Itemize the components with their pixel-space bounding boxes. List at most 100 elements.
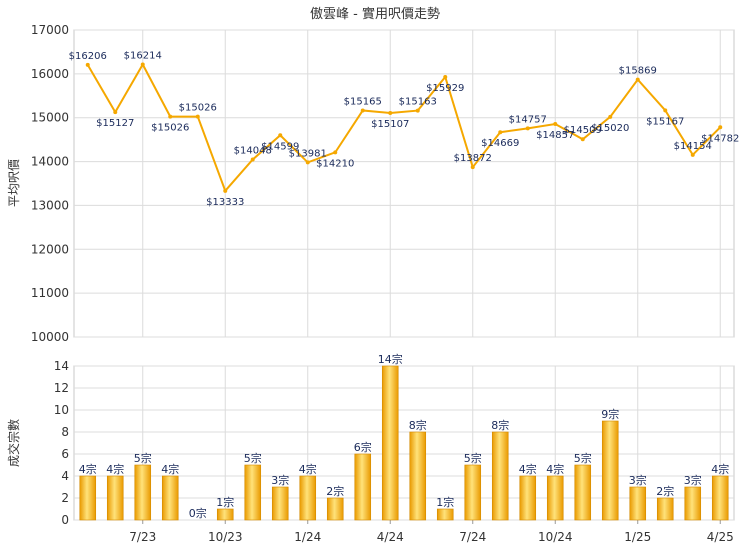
volume-y-tick-label: 8 [61, 425, 69, 439]
price-point-label: $15929 [426, 83, 464, 94]
price-point [333, 150, 338, 155]
volume-bar-label: 3宗 [271, 473, 289, 487]
volume-bar-label: 4宗 [79, 462, 97, 476]
price-point-label: $14509 [564, 125, 602, 136]
volume-bar [601, 420, 619, 521]
volume-bar [271, 486, 289, 521]
volume-bar-label: 1宗 [436, 495, 454, 509]
x-tick-label: 1/24 [294, 530, 321, 544]
volume-bar [464, 464, 482, 521]
price-point [415, 108, 420, 113]
price-point-label: $15163 [399, 97, 437, 108]
price-point-label: $14857 [536, 130, 574, 141]
volume-y-tick-label: 6 [61, 447, 69, 461]
volume-bar [106, 475, 124, 521]
price-point-label: $13333 [206, 197, 244, 208]
volume-bar [381, 365, 399, 521]
price-point-label: $15869 [619, 66, 657, 77]
x-tick-label: 10/23 [208, 530, 243, 544]
price-point-label: $15165 [344, 96, 382, 107]
volume-y-axis-label: 成交宗數 [6, 419, 21, 467]
price-point [250, 157, 255, 162]
volume-bar-label: 4宗 [299, 462, 317, 476]
volume-bar [244, 464, 262, 521]
volume-bar-label: 8宗 [409, 418, 427, 432]
price-point-label: $16206 [69, 51, 107, 62]
price-point-label: $14669 [481, 138, 519, 149]
volume-bar-label: 5宗 [134, 451, 152, 465]
volume-y-tick-label: 0 [61, 513, 69, 527]
price-point-label: $14599 [261, 141, 299, 152]
volume-bar [629, 486, 647, 521]
volume-bar-label: 5宗 [464, 451, 482, 465]
price-series-line [86, 62, 721, 193]
price-point-label: $15020 [591, 123, 629, 134]
volume-bar-label: 4宗 [519, 462, 537, 476]
volume-bar-label: 3宗 [684, 473, 702, 487]
price-y-tick-label: 16000 [31, 67, 69, 81]
price-point [580, 137, 585, 142]
price-point [113, 110, 118, 115]
price-point-label: $14210 [316, 158, 354, 169]
volume-bar [491, 431, 509, 521]
price-point [168, 114, 173, 119]
volume-bar [546, 475, 564, 521]
volume-bar-label: 2宗 [326, 484, 344, 498]
volume-bar [436, 508, 454, 521]
price-point [663, 108, 668, 113]
price-y-tick-label: 15000 [31, 111, 69, 125]
volume-bar-label: 4宗 [106, 462, 124, 476]
price-point [195, 114, 200, 119]
price-point [690, 152, 695, 157]
volume-bar-label: 9宗 [601, 407, 619, 421]
price-y-tick-label: 14000 [31, 155, 69, 169]
volume-bar-label: 1宗 [216, 495, 234, 509]
volume-bar [684, 486, 702, 521]
price-point [635, 77, 640, 82]
price-y-axis-label: 平均呎價 [7, 159, 21, 207]
volume-bar [409, 431, 427, 521]
price-point [305, 160, 310, 165]
volume-panel: 0 2 4 6 8 10 12 14 7/23 10/23 1/24 4/24 7/24 10/24 1/2… [54, 352, 735, 544]
volume-bar-label: 6宗 [354, 440, 372, 454]
x-tick-label: 7/23 [129, 530, 156, 544]
price-y-tick-label: 11000 [31, 286, 69, 300]
price-point-label: $15127 [96, 118, 134, 129]
price-plot-frame [73, 29, 735, 338]
price-point [443, 74, 448, 79]
price-y-tick-label: 12000 [31, 242, 69, 256]
price-point [718, 125, 723, 130]
volume-bar [354, 453, 372, 521]
x-tick-label: 4/25 [707, 530, 734, 544]
x-tick-label: 7/24 [459, 530, 486, 544]
x-tick-label: 4/24 [377, 530, 404, 544]
price-point-label: $14154 [674, 141, 712, 152]
price-point-label: $15107 [371, 119, 409, 130]
volume-bar [519, 475, 537, 521]
price-point [553, 121, 558, 126]
volume-bar-label: 4宗 [546, 462, 564, 476]
volume-bar-label: 8宗 [491, 418, 509, 432]
price-point [85, 62, 90, 67]
price-point [223, 188, 228, 193]
price-point-label: $15167 [646, 116, 684, 127]
volume-bar-label: 5宗 [244, 451, 262, 465]
price-y-tick-label: 10000 [31, 330, 69, 344]
volume-y-tick-label: 2 [61, 491, 69, 505]
volume-bar [711, 475, 729, 521]
price-point [278, 133, 283, 138]
price-point [470, 165, 475, 170]
volume-bar-label: 0宗 [189, 506, 207, 520]
volume-bar [299, 475, 317, 521]
price-y-tick-label: 13000 [31, 198, 69, 212]
price-point-label: $14757 [509, 114, 547, 125]
price-point-label: $14048 [234, 145, 272, 156]
volume-bar-label: 3宗 [629, 473, 647, 487]
volume-bar [216, 508, 234, 521]
volume-bar-label: 14宗 [378, 352, 403, 366]
x-tick-label: 1/25 [624, 530, 651, 544]
price-point [360, 108, 365, 113]
price-point-label: $13981 [289, 148, 327, 159]
volume-bar [574, 464, 592, 521]
